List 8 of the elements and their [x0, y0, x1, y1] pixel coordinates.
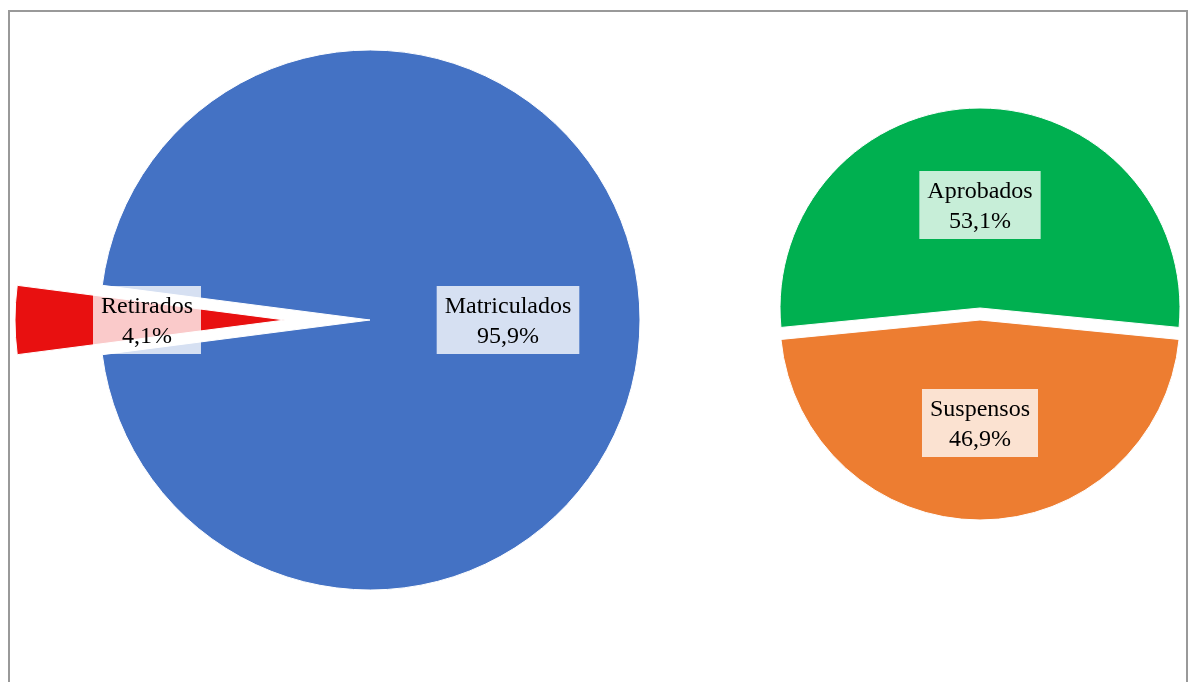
slice-label: Retirados	[101, 292, 193, 318]
slice-label: Suspensos	[929, 395, 1031, 421]
data-label: 4,1%	[122, 322, 172, 348]
slice-label: Aprobados	[927, 177, 1033, 203]
slice-label: Matriculados	[444, 292, 572, 318]
data-label: 95,9%	[477, 322, 539, 348]
data-label: 46,9%	[949, 425, 1011, 451]
data-label: 53,1%	[949, 207, 1011, 233]
